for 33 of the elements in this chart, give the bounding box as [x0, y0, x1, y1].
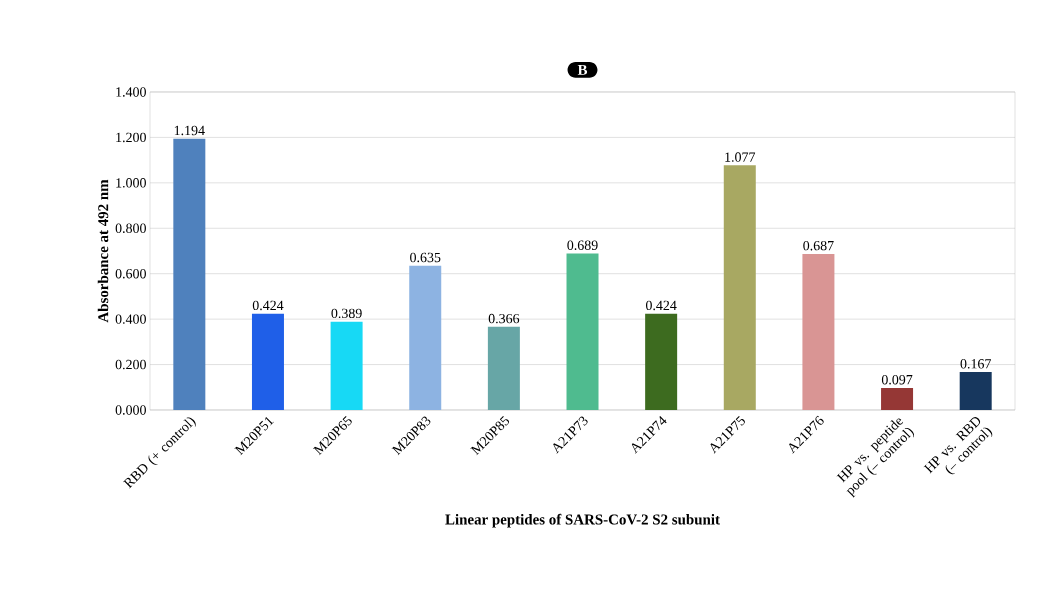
bar: [487, 326, 520, 410]
y-tick-label: 0.000: [115, 405, 146, 415]
y-tick-label: 1.400: [116, 87, 146, 97]
chart-title: B: [577, 64, 588, 75]
bar: [251, 313, 284, 410]
bar: [723, 165, 756, 410]
y-tick-label: 0.600: [115, 268, 146, 279]
bar: [409, 265, 442, 410]
data-label: 0.167: [960, 359, 991, 369]
bar: [645, 313, 678, 410]
data-label: 0.424: [645, 300, 677, 311]
bar: [959, 372, 992, 410]
data-label: 0.366: [488, 313, 520, 324]
bar: [802, 253, 835, 410]
data-label: 1.077: [725, 152, 756, 162]
bar: [173, 138, 206, 410]
data-label: 1.194: [174, 125, 205, 136]
y-tick-label: 1.000: [116, 178, 146, 188]
y-tick-label: 0.400: [115, 314, 146, 324]
y-tick-label: 1.200: [116, 132, 146, 143]
y-tick-label: 0.200: [115, 359, 146, 370]
data-label: 0.424: [252, 300, 284, 311]
bar: [330, 321, 363, 410]
bar: [566, 253, 599, 410]
data-label: 0.097: [881, 374, 913, 385]
x-axis-title: Linear peptides of SARS-CoV-2 S2 subunit: [445, 513, 720, 528]
data-label: 0.389: [331, 308, 362, 319]
data-label: 0.687: [803, 240, 834, 251]
bar: [881, 387, 914, 410]
data-label: 0.689: [567, 240, 598, 250]
data-label: 0.635: [410, 252, 441, 263]
y-tick-label: 0.800: [115, 223, 146, 234]
y-axis-title: Absorbance at 492 nm: [97, 179, 109, 323]
